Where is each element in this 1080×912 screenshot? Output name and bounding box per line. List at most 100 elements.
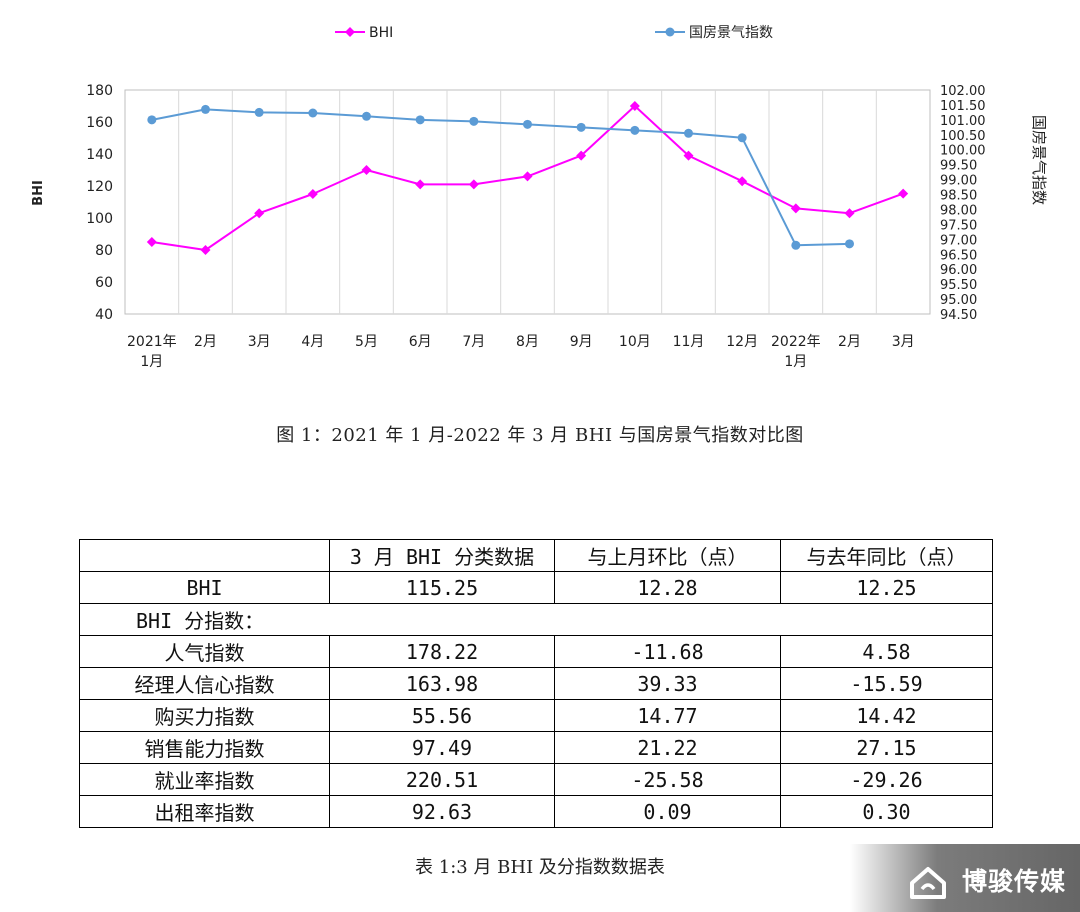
data-point-1 [845, 239, 854, 249]
data-point-1 [791, 240, 801, 250]
table-cell: BHI [79, 571, 330, 604]
table-cell: 14.42 [780, 699, 993, 732]
table-cell: 115.25 [329, 571, 555, 604]
table-cell: 92.63 [329, 795, 555, 828]
table-cell: 12.28 [554, 571, 781, 604]
data-point-0 [629, 101, 640, 111]
table-header-row: 3 月 BHI 分类数据 与上月环比（点） 与去年同比（点） [79, 539, 993, 572]
table-cell: 163.98 [329, 667, 555, 700]
table-row: 经理人信心指数 163.98 39.33 -15.59 [79, 667, 993, 700]
figure-caption: 图 1：2021 年 1 月-2022 年 3 月 BHI 与国房景气指数对比图 [276, 425, 804, 446]
y2-tick-label: 101.50 [940, 99, 986, 114]
data-point-1 [523, 119, 532, 129]
table-cell: 4.58 [780, 635, 993, 668]
table-cell: 经理人信心指数 [79, 667, 330, 700]
y2-tick-label: 98.50 [940, 189, 977, 204]
y2-tick-label: 94.50 [940, 308, 977, 323]
x-tick-label: 10月 [619, 334, 651, 350]
y-tick-label: 40 [95, 307, 113, 323]
table-caption: 表 1:3 月 BHI 及分指数数据表 [415, 857, 665, 878]
table-row: 就业率指数 220.51 -25.58 -29.26 [79, 763, 993, 796]
table-cell: 27.15 [780, 731, 993, 764]
table-row-bhi: BHI 115.25 12.28 12.25 [79, 571, 993, 604]
y-tick-label: 60 [95, 275, 113, 291]
x-tick-label: 2月 [194, 334, 217, 350]
y-axis-label: BHI [31, 180, 46, 206]
data-point-0 [361, 165, 372, 175]
x-tick-label: 9月 [570, 334, 593, 350]
table-cell: 220.51 [329, 763, 555, 796]
y2-tick-label: 97.50 [940, 218, 977, 233]
data-point-1 [254, 107, 264, 117]
y-tick-label: 180 [86, 83, 113, 99]
y2-tick-label: 96.50 [940, 248, 977, 263]
table-cell: 14.77 [554, 699, 781, 732]
table-cell: 178.22 [329, 635, 555, 668]
data-point-0 [146, 237, 157, 247]
house-logo-icon [910, 867, 946, 899]
y2-axis-label: 国房景气指数 [1030, 115, 1048, 205]
data-point-1 [630, 125, 640, 135]
data-point-0 [307, 189, 318, 199]
data-point-0 [254, 208, 265, 219]
y2-tick-label: 96.00 [940, 263, 977, 278]
table-cell: 55.56 [329, 699, 555, 732]
table-cell: 出租率指数 [79, 795, 330, 828]
x-tick-label: 12月 [726, 334, 758, 350]
y-tick-label: 160 [86, 115, 113, 131]
table-header-cell: 与去年同比（点） [780, 539, 993, 572]
data-point-0 [576, 150, 587, 161]
plot-area [124, 89, 931, 315]
legend-marker [665, 27, 675, 37]
x-tick-label: 2月 [838, 334, 861, 350]
table-cell: 12.25 [780, 571, 993, 604]
data-point-0 [683, 150, 694, 161]
data-point-0 [522, 171, 533, 182]
data-point-1 [201, 104, 210, 114]
y-tick-label: 140 [86, 147, 113, 163]
table-cell: 就业率指数 [79, 763, 330, 796]
table-cell: -15.59 [780, 667, 993, 700]
legend-label: 国房景气指数 [689, 25, 773, 41]
y2-tick-label: 100.50 [940, 129, 986, 144]
table-cell: 97.49 [329, 731, 555, 764]
data-point-1 [147, 115, 157, 125]
x-tick-label: 8月 [516, 334, 539, 350]
x-tick-label: 3月 [248, 334, 271, 350]
table-cell: 人气指数 [79, 635, 330, 668]
x-tick-label: 6月 [409, 334, 432, 350]
table-cell: 销售能力指数 [79, 731, 330, 764]
data-point-0 [790, 203, 801, 214]
table-cell: -25.58 [554, 763, 781, 796]
table-cell: -29.26 [780, 763, 993, 796]
table-cell: 39.33 [554, 667, 781, 700]
data-point-0 [468, 179, 479, 190]
x-tick-label: 11月 [673, 334, 705, 350]
y2-tick-label: 98.00 [940, 203, 977, 218]
watermark-text: 博骏传媒 [961, 867, 1066, 896]
x-tick-label: 2021年 1月 [127, 334, 177, 370]
table-cell: -11.68 [554, 635, 781, 668]
legend-marker [345, 27, 355, 37]
data-point-0 [200, 245, 211, 255]
y-tick-label: 120 [86, 179, 113, 195]
table-header-cell: 3 月 BHI 分类数据 [329, 539, 555, 572]
subindex-label: BHI 分指数： [79, 603, 993, 636]
data-point-1 [576, 122, 586, 132]
table-cell: 0.09 [554, 795, 781, 828]
data-point-1 [737, 133, 747, 143]
y2-tick-label: 101.00 [940, 114, 986, 129]
data-point-0 [898, 188, 909, 199]
y2-tick-label: 95.00 [940, 293, 977, 308]
series-line-1 [151, 108, 850, 247]
table-cell: 21.22 [554, 731, 781, 764]
table-row: 出租率指数 92.63 0.09 0.30 [79, 795, 993, 828]
y2-tick-label: 102.00 [940, 84, 986, 99]
x-tick-label: 4月 [301, 334, 324, 350]
y-tick-label: 80 [95, 243, 113, 259]
data-point-0 [737, 176, 748, 187]
y2-tick-label: 97.00 [940, 233, 977, 248]
legend-label: BHI [369, 25, 393, 41]
table-cell: 购买力指数 [79, 699, 330, 732]
table-row: 人气指数 178.22 -11.68 4.58 [79, 635, 993, 668]
